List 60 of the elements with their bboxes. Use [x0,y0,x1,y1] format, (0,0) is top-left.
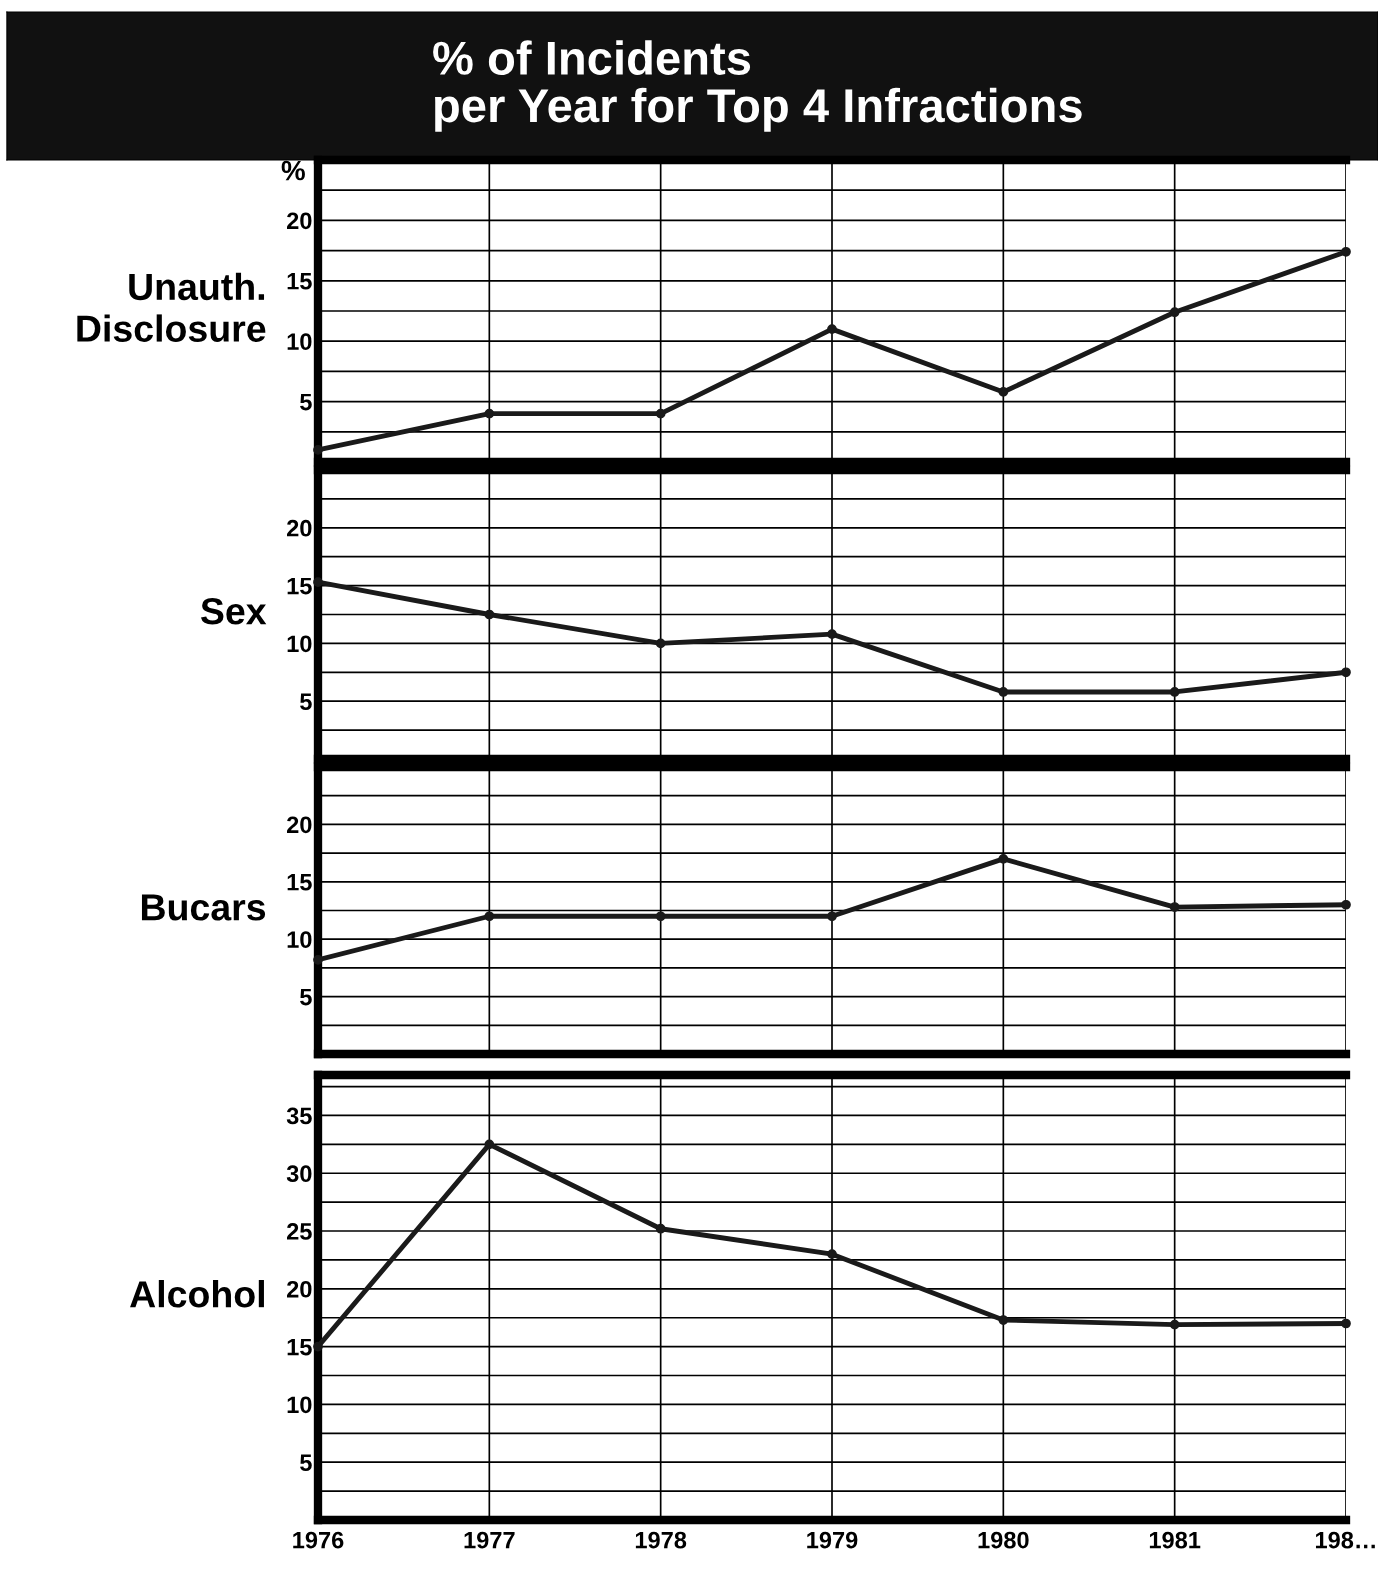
x-tick-label: 198… [1315,1531,1375,1549]
y-tick-label: 20 [287,519,312,537]
y-tick-label: 15 [287,577,312,595]
point [1169,307,1180,318]
point [313,955,323,965]
x-tick-label: 1981 [1149,1531,1201,1549]
text: Unauth. Disclosure [77,272,266,342]
text: Bucars [141,894,266,921]
y-tick-label: 30 [286,1165,312,1183]
point [1169,902,1180,912]
x-tick-label: 1978 [635,1531,687,1549]
y-tick-label: 10 [287,1396,312,1414]
y-tick-label: 10 [287,931,312,948]
y-tick-label: 15 [287,874,312,891]
y-tick-label: 5 [300,393,312,411]
point [484,911,495,922]
y-tick-label: 20 [287,212,312,230]
point [998,1315,1009,1325]
point [827,324,837,334]
point [1341,667,1351,678]
point [827,1249,837,1260]
y-tick-label: 35 [286,1107,312,1125]
y-tick-label: 5 [300,1454,312,1471]
y-axis-title: % [281,160,305,181]
x-tick-label: 1979 [807,1531,858,1549]
point [484,408,495,419]
point [1341,246,1351,257]
point [998,687,1009,697]
point [998,853,1009,864]
y-tick-label: 15 [287,273,312,290]
point [1169,1319,1180,1330]
y-tick-label: 25 [287,1223,312,1240]
x-tick-label: 1980 [978,1531,1029,1549]
x-tick-label: 1976 [293,1531,344,1549]
point [827,629,837,640]
point [313,1341,323,1352]
point [1169,687,1180,697]
point [484,609,495,620]
text: Alcohol [130,1280,264,1308]
point [655,1223,666,1234]
y-tick-label: 15 [287,1338,312,1356]
y-tick-label: 10 [287,635,312,653]
text: Sex [200,598,267,625]
point [655,911,666,922]
point [484,1139,495,1150]
text: % of Incidents per Year for Top 4 Infractions [433,40,1082,132]
point [655,638,666,649]
point [1341,899,1351,910]
y-tick-label: 20 [287,1280,312,1298]
y-tick-label: 20 [287,816,312,834]
x-tick-label: 1977 [464,1531,515,1549]
y-tick-label: 10 [287,333,312,350]
point [655,408,666,419]
y-tick-label: 5 [300,988,312,1006]
point [313,577,323,587]
point [827,911,837,922]
point [998,387,1009,397]
point [313,445,323,455]
point [1341,1318,1351,1329]
y-tick-label: 5 [300,693,312,710]
